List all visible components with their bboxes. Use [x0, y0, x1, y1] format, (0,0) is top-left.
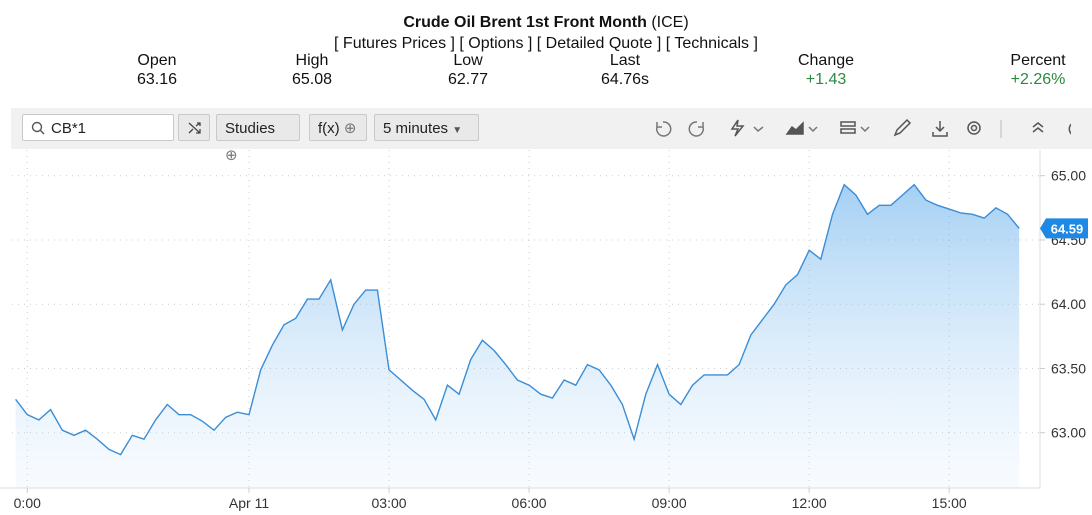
- interval-select[interactable]: 5 minutes ▼: [374, 114, 479, 141]
- exchange: (ICE): [651, 14, 689, 31]
- quote-value: 65.08: [291, 71, 333, 88]
- quote-label: Low: [453, 52, 483, 69]
- quote-label: High: [295, 52, 329, 69]
- quote-field: Last 64.76s: [565, 51, 685, 89]
- toolbar-icons: [655, 118, 1071, 138]
- quote-value: +1.43: [805, 71, 847, 88]
- x-tick-label: Apr 11: [229, 495, 269, 511]
- header-link[interactable]: [ Technicals ]: [665, 35, 758, 52]
- y-tick-label: 63.00: [1051, 425, 1086, 441]
- pencil-icon[interactable]: [893, 118, 912, 137]
- quote-value: +2.26%: [1010, 71, 1066, 88]
- caret: [753, 126, 764, 133]
- fx-button[interactable]: f(x) ⊕: [309, 114, 367, 141]
- header-link[interactable]: [ Options ]: [459, 35, 533, 52]
- header-link[interactable]: [ Futures Prices ]: [334, 35, 455, 52]
- chart-type-icon[interactable]: [785, 121, 804, 135]
- x-tick-label: 12:00: [792, 495, 827, 511]
- x-tick-label: 15:00: [932, 495, 967, 511]
- last-price-label: 64.59: [1051, 221, 1084, 236]
- x-tick-label: 09:00: [652, 495, 687, 511]
- fx-label: f(x): [318, 120, 340, 137]
- compare-button[interactable]: [178, 114, 210, 141]
- plus-icon: ⊕: [343, 120, 357, 137]
- title: Crude Oil Brent 1st Front Month: [403, 14, 647, 31]
- y-tick-label: 64.00: [1051, 296, 1086, 312]
- theme-icon[interactable]: [1068, 122, 1071, 136]
- quote-field: Percent +2.26%: [978, 51, 1092, 89]
- layout-icon[interactable]: [840, 121, 856, 127]
- quote-field: Change +1.43: [766, 51, 886, 89]
- layout-icon: [840, 128, 856, 134]
- quote-field: Open 63.16: [97, 51, 217, 89]
- settings-icon[interactable]: [967, 121, 981, 135]
- symbol-input[interactable]: CB*1: [22, 114, 174, 141]
- shuffle-icon: [188, 122, 201, 134]
- quote-value: 63.16: [136, 71, 178, 88]
- caret: [860, 126, 870, 133]
- quote-label: Open: [137, 52, 177, 69]
- draw-icon[interactable]: [730, 119, 745, 137]
- x-tick-label: 03:00: [372, 495, 407, 511]
- plus-icon: ⊕: [225, 147, 238, 164]
- area: [15, 184, 1020, 488]
- quote-value: 62.77: [447, 71, 489, 88]
- redo-icon[interactable]: [688, 121, 705, 137]
- settings-core: [970, 124, 978, 132]
- price-line: [15, 183, 1020, 456]
- interval-label: 5 minutes: [383, 120, 449, 137]
- quote-value: 64.76s: [600, 71, 650, 88]
- quote-label: Percent: [1010, 52, 1066, 69]
- x-tick-label: 06:00: [512, 495, 547, 511]
- collapse-icon[interactable]: [1032, 122, 1044, 133]
- title-row: Crude Oil Brent 1st Front Month (ICE): [0, 12, 1092, 33]
- undo-icon[interactable]: [655, 121, 672, 137]
- header-link[interactable]: [ Detailed Quote ]: [536, 35, 662, 52]
- links: [ Futures Prices ] [ Options ] [ Detaile…: [0, 33, 1092, 54]
- studies-button[interactable]: Studies ⊕: [216, 114, 300, 164]
- search-icon: [31, 121, 45, 135]
- y-tick-label: 63.50: [1051, 360, 1086, 376]
- quote-label: Change: [797, 52, 855, 69]
- quote-field: Low 62.77: [408, 51, 528, 89]
- download-icon[interactable]: [932, 121, 948, 137]
- caret: [808, 126, 818, 133]
- studies-label: Studies: [225, 120, 276, 137]
- header: Crude Oil Brent 1st Front Month (ICE) [ …: [0, 12, 1092, 54]
- quote-label: Last: [609, 52, 641, 69]
- x-tick-label: 0:00: [14, 495, 41, 511]
- quote-field: High 65.08: [252, 51, 372, 89]
- caret: ▼: [452, 125, 463, 136]
- y-tick-label: 64.50: [1051, 232, 1086, 248]
- toolbar: CB*1 Studies ⊕ f(x) ⊕ 5 minutes ▼: [11, 108, 1092, 164]
- y-tick-label: 65.00: [1051, 168, 1086, 184]
- last-price-badge: [1040, 218, 1088, 239]
